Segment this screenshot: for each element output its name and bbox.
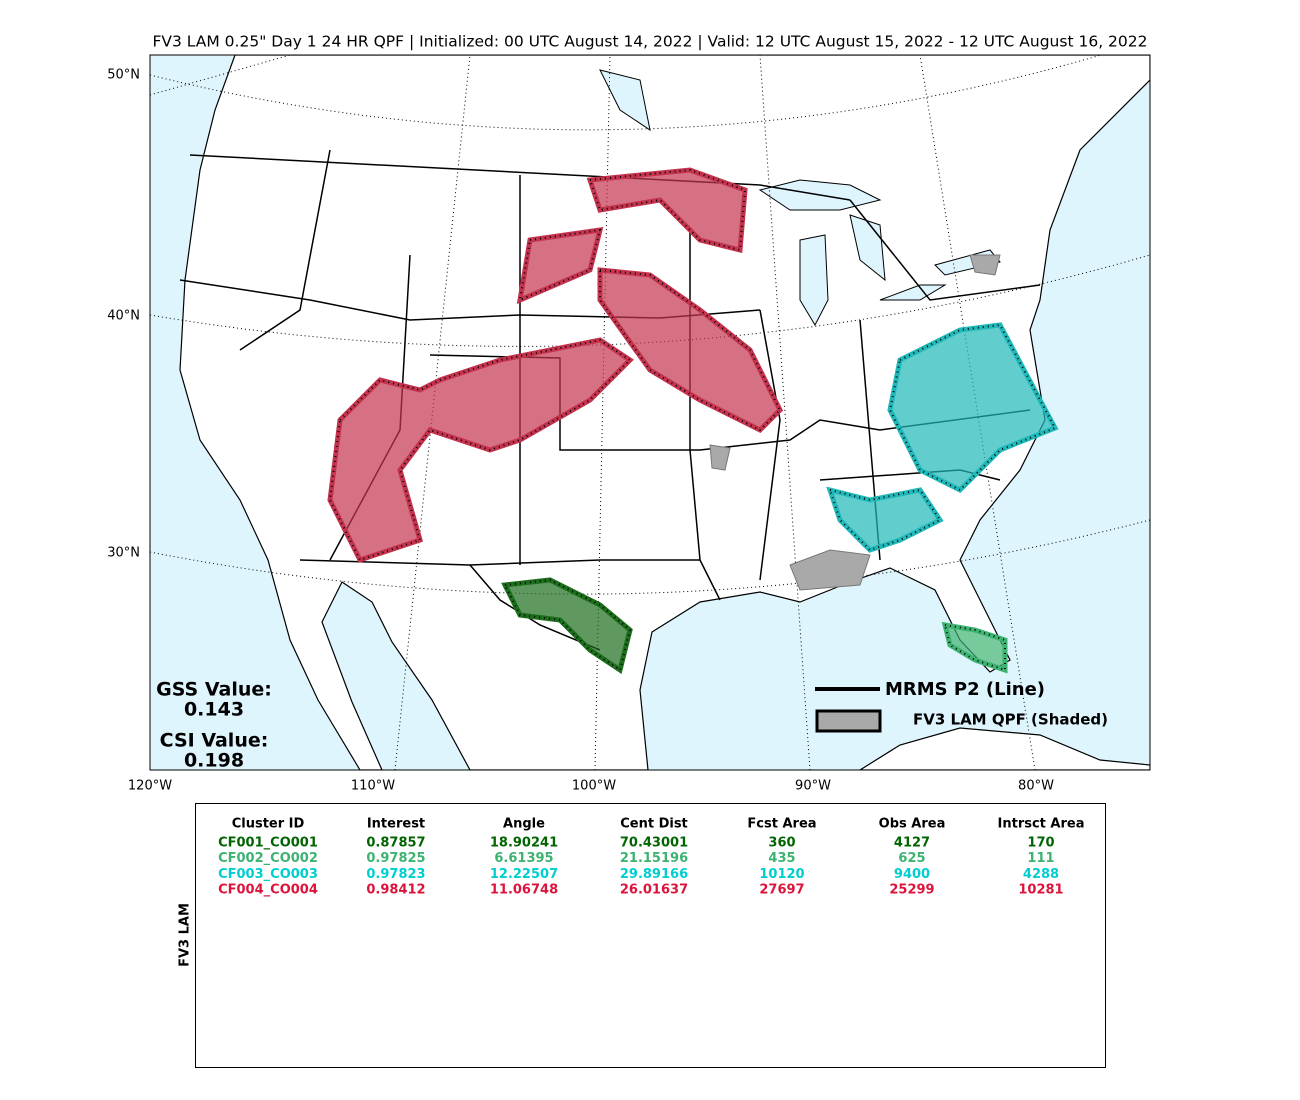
lat-label: 40°N [107,309,140,324]
table-cell: 11.06748 [490,883,558,898]
map-frame [149,54,1151,771]
graticule [919,55,1036,770]
obs-dots [588,168,747,252]
legend-label: MRMS P2 (Line) [885,679,1045,700]
qpf-shade [590,170,745,250]
table-cell: 360 [768,836,795,851]
table-cell: 0.87857 [366,836,425,851]
table-cell: CF001_CO001 [218,836,318,851]
title: FV3 LAM 0.25" Day 1 24 HR QPF | Initiali… [152,33,1147,51]
lon-label: 80°W [1018,779,1054,794]
table-cell: 10281 [1018,883,1063,898]
table-cell: 111 [1027,851,1054,866]
stat-value: 0.198 [184,750,244,772]
table-header: Interest [367,817,425,832]
stat-value: 0.143 [184,699,244,721]
obs-dots [943,623,1006,672]
qpf-shade [600,270,780,430]
table-header: Obs Area [879,817,946,832]
table-cell: 9400 [894,867,930,882]
table-cell: 435 [768,851,795,866]
lake [879,284,947,301]
legend-swatch [815,709,882,733]
table-cell: 625 [898,851,925,866]
table-cell: 12.22507 [490,867,558,882]
boundary [849,199,1041,301]
table-cell: 0.97825 [366,851,425,866]
legend-label: FV3 LAM QPF (Shaded) [913,711,1108,729]
gray-area [709,444,731,471]
obs-dots [599,268,782,432]
lon-label: 90°W [795,779,831,794]
table-header: Fcst Area [747,817,816,832]
table-header: Angle [503,817,545,832]
land [858,727,1150,770]
obs-outline [516,226,604,305]
table-cell: 4288 [1023,867,1059,882]
gray-area [789,549,871,591]
boundary [189,154,851,201]
table-cell: 0.97823 [366,867,425,882]
graticule [150,55,291,96]
qpf-shade [520,230,600,300]
table-header: Intrsct Area [998,817,1085,832]
table-cell: 6.61395 [494,851,553,866]
table-cell: 26.01637 [620,883,688,898]
lon-label: 120°W [128,779,172,794]
table-header: Cent Dist [620,817,688,832]
stat-label: CSI Value: [160,730,269,752]
qpf-shade [330,340,630,560]
obs-dots [828,488,942,552]
table-cell: CF003_CO003 [218,867,318,882]
lat-label: 30°N [107,546,140,561]
table-cell: CF002_CO002 [218,851,318,866]
boundary [239,149,331,351]
qpf-shade [890,325,1055,490]
stat-label: GSS Value: [156,679,272,701]
boundary [299,559,700,566]
lon-label: 110°W [351,779,395,794]
lake [599,69,651,132]
table-cell: 25299 [889,883,934,898]
map [150,55,1150,770]
lat-label: 50°N [107,68,140,83]
table-side-label: FV3 LAM [178,903,193,967]
lon-label: 100°W [572,779,616,794]
table-cell: 4127 [894,836,930,851]
gray-area [969,254,1001,276]
table-cell: 170 [1027,836,1054,851]
table-cell: 27697 [759,883,804,898]
obs-outline [501,577,633,675]
table-frame [195,803,1106,1068]
table-cell: 21.15196 [620,851,688,866]
obs-outline [327,337,634,564]
table-cell: 0.98412 [366,883,425,898]
table-cell: 70.43001 [620,836,688,851]
lake [799,234,829,327]
obs-outline [887,322,1059,494]
table-cell: 18.90241 [490,836,558,851]
table-cell: 10120 [759,867,804,882]
boundary [759,309,781,581]
table-header: Cluster ID [232,817,305,832]
table-cell: CF004_CO004 [218,883,318,898]
graticule [150,55,1103,131]
lake [849,214,886,282]
table-cell: 29.89166 [620,867,688,882]
